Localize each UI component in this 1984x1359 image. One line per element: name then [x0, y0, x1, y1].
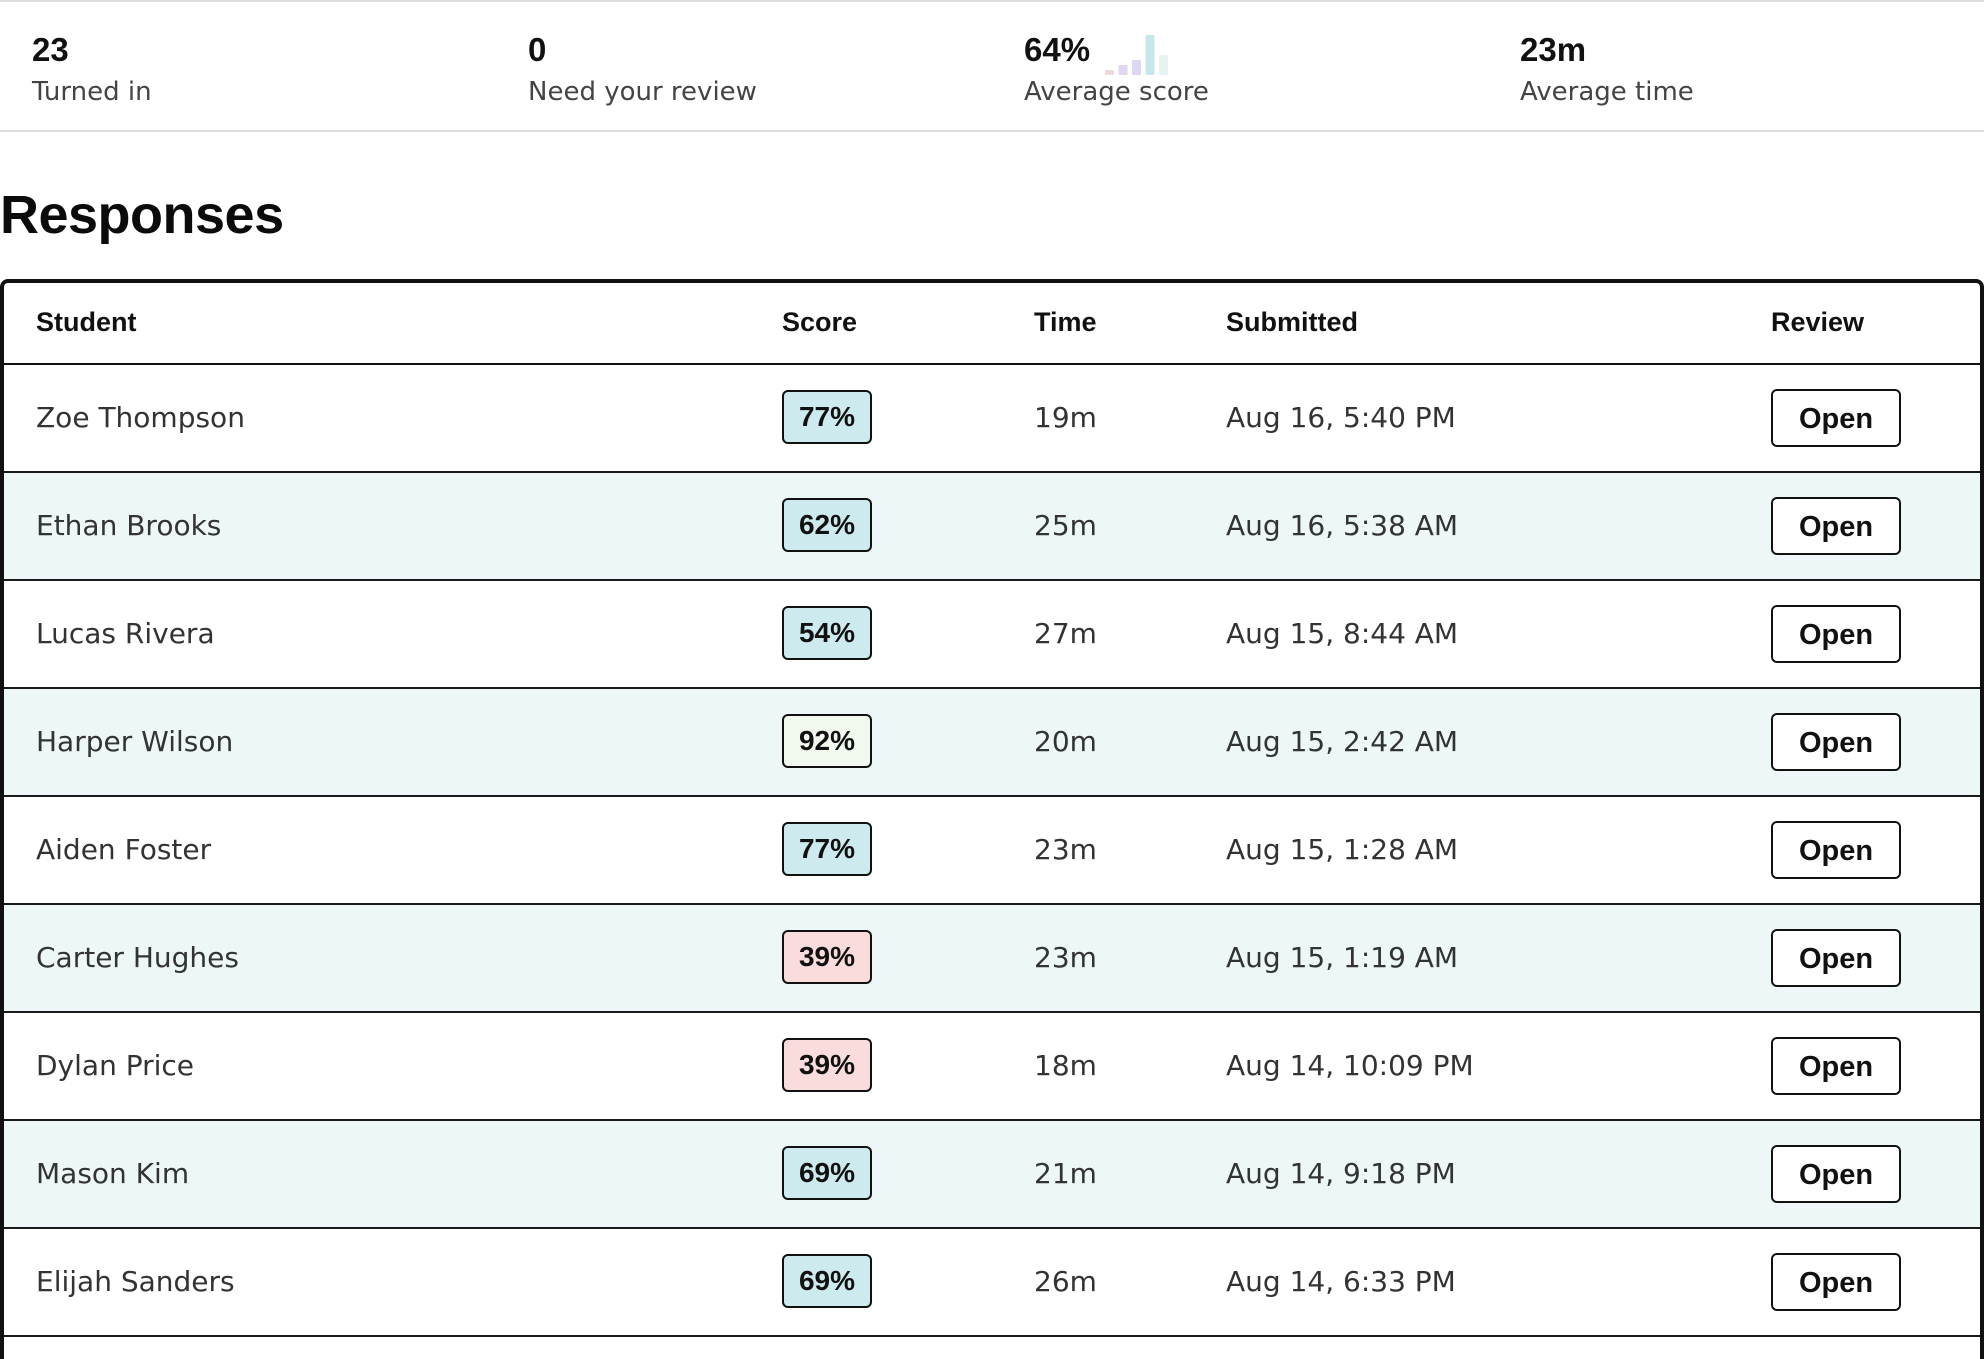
stat-value: 23: [32, 31, 69, 68]
student-name: Harper Wilson: [36, 725, 234, 758]
column-header-review: Review: [1771, 307, 1865, 337]
table-body: Zoe Thompson 77% 19m Aug 16, 5:40 PM Open Eth…: [4, 365, 1980, 1337]
score-badge: 39%: [782, 1038, 872, 1092]
open-review-button[interactable]: Open: [1771, 497, 1901, 555]
column-header-submitted: Submitted: [1226, 307, 1358, 337]
stat-average-score: 64% Average score: [1024, 28, 1209, 112]
score-badge: 77%: [782, 390, 872, 444]
submitted-timestamp: Aug 14, 6:33 PM: [1226, 1265, 1456, 1298]
stat-value: 64%: [1024, 31, 1091, 68]
time-spent: 21m: [1034, 1157, 1097, 1190]
score-badge: 62%: [782, 498, 872, 552]
stat-average-time: 23m Average time: [1520, 28, 1694, 112]
score-badge: 39%: [782, 930, 872, 984]
submitted-timestamp: Aug 15, 1:19 AM: [1226, 941, 1459, 974]
student-name: Zoe Thompson: [36, 401, 245, 434]
score-badge: 92%: [782, 714, 872, 768]
table-row: Mason Kim 69% 21m Aug 14, 9:18 PM Open: [4, 1121, 1980, 1229]
stat-label: Need your review: [528, 77, 757, 107]
open-review-button[interactable]: Open: [1771, 605, 1901, 663]
distribution-bar: [1145, 35, 1155, 75]
open-review-button[interactable]: Open: [1771, 929, 1901, 987]
score-badge: 54%: [782, 606, 872, 660]
open-review-button[interactable]: Open: [1771, 1037, 1901, 1095]
distribution-bar: [1105, 70, 1114, 75]
submitted-timestamp: Aug 14, 9:18 PM: [1226, 1157, 1456, 1190]
distribution-bar: [1159, 55, 1168, 75]
open-review-button[interactable]: Open: [1771, 1145, 1901, 1203]
time-spent: 18m: [1034, 1049, 1097, 1082]
summary-stats-bar: 23 Turned in 0 Need your review 64% Aver…: [0, 0, 1984, 132]
student-name: Lucas Rivera: [36, 617, 215, 650]
column-header-score: Score: [782, 307, 858, 337]
student-name: Ethan Brooks: [36, 509, 222, 542]
table-row: Dylan Price 39% 18m Aug 14, 10:09 PM Open: [4, 1013, 1980, 1121]
table-row: Zoe Thompson 77% 19m Aug 16, 5:40 PM Open: [4, 365, 1980, 473]
distribution-bar: [1132, 60, 1141, 75]
score-badge: 69%: [782, 1146, 872, 1200]
stat-value: 23m: [1520, 31, 1587, 68]
open-review-button[interactable]: Open: [1771, 1253, 1901, 1311]
table-row: Elijah Sanders 69% 26m Aug 14, 6:33 PM Open: [4, 1229, 1980, 1337]
table-row: Lucas Rivera 54% 27m Aug 15, 8:44 AM Open: [4, 581, 1980, 689]
score-badge: 77%: [782, 822, 872, 876]
time-spent: 27m: [1034, 617, 1097, 650]
distribution-bar: [1118, 65, 1128, 75]
column-header-time: Time: [1034, 307, 1097, 337]
score-distribution-sparkline: [1105, 35, 1168, 75]
table-row: Aiden Foster 77% 23m Aug 15, 1:28 AM Open: [4, 797, 1980, 905]
table-header: Student Score Time Submitted Review: [4, 283, 1980, 365]
open-review-button[interactable]: Open: [1771, 713, 1901, 771]
score-badge: 69%: [782, 1254, 872, 1308]
time-spent: 23m: [1034, 941, 1097, 974]
student-name: Aiden Foster: [36, 833, 212, 866]
open-review-button[interactable]: Open: [1771, 821, 1901, 879]
table-row: Ethan Brooks 62% 25m Aug 16, 5:38 AM Open: [4, 473, 1980, 581]
stat-need-review: 0 Need your review: [528, 28, 757, 112]
student-name: Elijah Sanders: [36, 1265, 235, 1298]
stat-label: Turned in: [32, 77, 152, 107]
column-header-student: Student: [36, 307, 137, 337]
time-spent: 26m: [1034, 1265, 1097, 1298]
stat-value: 0: [528, 31, 547, 68]
submitted-timestamp: Aug 16, 5:40 PM: [1226, 401, 1456, 434]
submitted-timestamp: Aug 15, 1:28 AM: [1226, 833, 1459, 866]
stat-label: Average time: [1520, 77, 1694, 107]
submitted-timestamp: Aug 16, 5:38 AM: [1226, 509, 1459, 542]
submitted-timestamp: Aug 15, 2:42 AM: [1226, 725, 1459, 758]
student-name: Dylan Price: [36, 1049, 195, 1082]
table-row: Carter Hughes 39% 23m Aug 15, 1:19 AM Open: [4, 905, 1980, 1013]
open-review-button[interactable]: Open: [1771, 389, 1901, 447]
stat-label: Average score: [1024, 77, 1209, 107]
time-spent: 20m: [1034, 725, 1097, 758]
responses-table: Student Score Time Submitted Review Zoe …: [0, 279, 1984, 1359]
submitted-timestamp: Aug 15, 8:44 AM: [1226, 617, 1459, 650]
table-row: Harper Wilson 92% 20m Aug 15, 2:42 AM Open: [4, 689, 1980, 797]
stat-turned-in: 23 Turned in: [32, 28, 152, 112]
time-spent: 19m: [1034, 401, 1097, 434]
time-spent: 23m: [1034, 833, 1097, 866]
submitted-timestamp: Aug 14, 10:09 PM: [1226, 1049, 1474, 1082]
student-name: Mason Kim: [36, 1157, 190, 1190]
student-name: Carter Hughes: [36, 941, 239, 974]
responses-heading: Responses: [0, 185, 284, 245]
time-spent: 25m: [1034, 509, 1097, 542]
